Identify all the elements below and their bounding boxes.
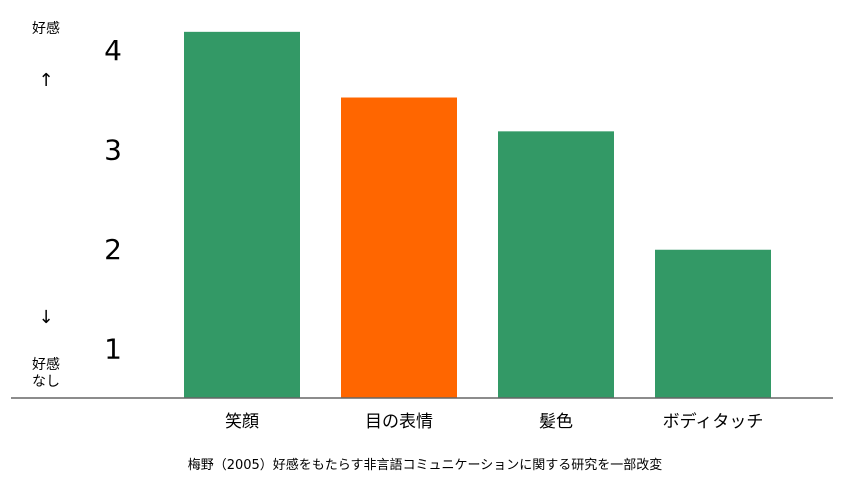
up-arrow-icon: ↑ xyxy=(38,70,53,91)
bar-2 xyxy=(341,97,457,398)
y-label-bottom-line2: なし xyxy=(32,374,60,390)
y-ticks-group: 1 2 3 4 xyxy=(104,34,122,366)
down-arrow-icon: ↓ xyxy=(38,307,53,328)
bar-1 xyxy=(184,31,300,399)
y-tick-label: 1 xyxy=(104,332,122,365)
bar-3 xyxy=(498,131,614,398)
source-caption: 梅野（2005）好感をもたらす非言語コミュニケーションに関する研究を一部改変 xyxy=(188,457,663,473)
x-tick-label: 目の表情 xyxy=(365,412,433,432)
y-tick-label: 2 xyxy=(104,233,122,266)
bar-4 xyxy=(655,249,771,398)
y-tick-label: 3 xyxy=(104,133,122,166)
y-tick-label: 4 xyxy=(104,34,122,67)
x-ticks-group: 笑顔 目の表情 髪色 ボディタッチ xyxy=(225,411,763,432)
y-label-bottom-line1: 好感 xyxy=(32,356,60,373)
x-tick-label: 笑顔 xyxy=(225,412,259,432)
bars-group xyxy=(184,31,771,399)
y-label-top: 好感 xyxy=(32,20,60,37)
x-tick-label: ボディタッチ xyxy=(663,411,764,432)
x-tick-label: 髪色 xyxy=(539,412,573,432)
